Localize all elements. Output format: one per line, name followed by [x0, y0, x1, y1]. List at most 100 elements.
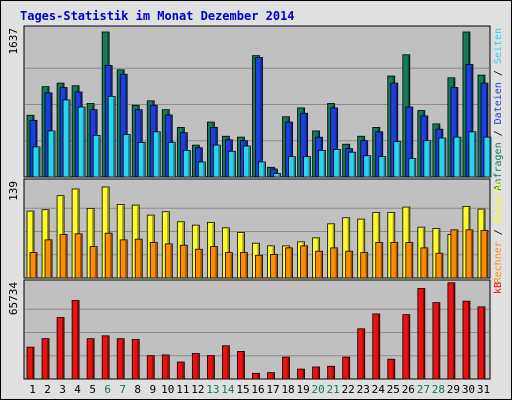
- bar-seiten-day-25: [393, 141, 402, 178]
- bar-rechner-day-31: [480, 230, 489, 279]
- bar-kb-day-29: [447, 282, 456, 380]
- bar-seiten-day-26: [408, 157, 417, 178]
- bar-rechner-day-22: [345, 250, 354, 279]
- bar-seiten-day-12: [197, 161, 206, 178]
- bar-rechner-day-20: [315, 250, 324, 279]
- legend-item: kB: [493, 282, 504, 294]
- day-label: 1: [29, 383, 36, 396]
- bar-seiten-day-16: [258, 161, 266, 178]
- bar-kb-day-22: [342, 356, 351, 380]
- bar-seiten-day-17: [273, 173, 281, 178]
- bar-kb-day-30: [462, 300, 471, 380]
- bar-kb-day-5: [86, 338, 95, 380]
- bar-rechner-day-11: [179, 244, 188, 279]
- bar-kb-day-27: [417, 288, 426, 380]
- bar-kb-day-14: [222, 345, 230, 380]
- bar-seiten-day-4: [77, 106, 86, 178]
- bar-seiten-day-7: [122, 134, 131, 178]
- day-label: 10: [161, 383, 174, 396]
- day-label: 20: [312, 383, 325, 396]
- bar-kb-day-7: [116, 338, 125, 380]
- panel-upper: 1637 Anfragen / Dateien / Seiten: [7, 25, 504, 191]
- day-label: 30: [462, 383, 475, 396]
- bar-rechner-day-8: [134, 238, 143, 279]
- bar-kb-day-21: [327, 365, 336, 380]
- day-label: 24: [372, 383, 386, 396]
- bar-rechner-day-28: [435, 252, 444, 279]
- bar-kb-day-1: [26, 346, 35, 380]
- legend-item: /: [493, 223, 504, 241]
- bar-rechner-day-6: [104, 232, 113, 279]
- bar-rechner-day-16: [255, 254, 263, 279]
- bar-seiten-day-30: [468, 131, 477, 178]
- bar-rechner-day-25: [390, 242, 399, 279]
- day-label: 17: [266, 383, 279, 396]
- day-label: 16: [251, 383, 264, 396]
- day-label: 4: [74, 383, 81, 396]
- bar-rechner-day-26: [405, 242, 414, 279]
- bar-kb-day-11: [176, 361, 185, 380]
- legend-item: Dateien: [493, 82, 504, 124]
- bar-seiten-day-2: [47, 130, 56, 178]
- day-label: 22: [342, 383, 355, 396]
- svg-text:Anfragen / Dateien / Seiten: Anfragen / Dateien / Seiten: [493, 28, 504, 191]
- chart-title: Tages-Statistik im Monat Dezember 2014: [20, 9, 295, 23]
- bar-seiten-day-18: [288, 156, 296, 178]
- bar-seiten-day-9: [152, 131, 161, 178]
- legend-item: /: [493, 124, 504, 142]
- day-label: 18: [281, 383, 294, 396]
- legend-lower: kB: [493, 282, 504, 294]
- day-label: 29: [447, 383, 460, 396]
- bar-rechner-day-17: [270, 254, 278, 279]
- bar-rechner-day-30: [465, 229, 474, 279]
- bar-kb-day-28: [432, 302, 441, 380]
- bar-seiten-day-3: [62, 99, 71, 178]
- bar-seiten-day-20: [318, 150, 327, 178]
- bar-seiten-day-21: [333, 149, 342, 178]
- bar-kb-day-15: [237, 351, 245, 380]
- bar-seiten-day-14: [228, 150, 236, 178]
- y-max-label: 65734: [7, 282, 20, 315]
- day-label: 19: [296, 383, 309, 396]
- bar-kb-day-24: [372, 313, 381, 380]
- bar-kb-day-2: [41, 338, 50, 380]
- bar-kb-day-12: [191, 353, 200, 380]
- bar-seiten-day-19: [303, 156, 311, 178]
- bar-seiten-day-23: [363, 155, 372, 178]
- bar-rechner-day-5: [89, 246, 98, 279]
- bar-kb-day-31: [477, 306, 486, 380]
- legend-item: Anfragen: [493, 142, 504, 190]
- bar-rechner-day-10: [164, 243, 173, 279]
- svg-text:Rechner / Besuche: Rechner / Besuche: [493, 181, 504, 283]
- bar-rechner-day-14: [225, 252, 233, 279]
- bar-seiten-day-27: [423, 140, 432, 178]
- bar-seiten-day-24: [378, 156, 387, 178]
- bar-seiten-day-28: [438, 137, 447, 178]
- bar-rechner-day-9: [149, 242, 158, 279]
- bar-rechner-day-29: [450, 229, 459, 279]
- bar-rechner-day-13: [209, 246, 218, 279]
- bar-dateien-day-16: [255, 57, 263, 178]
- bar-rechner-day-1: [29, 252, 38, 279]
- day-label: 9: [149, 383, 156, 396]
- bar-kb-day-23: [357, 328, 366, 380]
- plot-area: [23, 279, 491, 380]
- bar-seiten-day-6: [107, 95, 116, 178]
- day-label: 6: [104, 383, 111, 396]
- day-label: 12: [191, 383, 204, 396]
- bar-kb-day-20: [312, 366, 321, 380]
- bar-kb-day-26: [402, 314, 411, 380]
- bar-seiten-day-11: [182, 150, 191, 178]
- bar-seiten-day-10: [167, 142, 176, 178]
- bar-seiten-day-1: [32, 146, 41, 178]
- y-max-label: 139: [7, 181, 20, 201]
- legend-middle: Rechner / Besuche: [493, 181, 504, 283]
- bar-kb-day-4: [71, 300, 80, 380]
- bar-rechner-day-15: [240, 252, 248, 279]
- day-label: 14: [221, 383, 235, 396]
- bar-rechner-day-4: [74, 233, 83, 279]
- bar-seiten-day-31: [483, 136, 492, 178]
- bar-rechner-day-19: [300, 245, 308, 279]
- bar-seiten-day-13: [212, 144, 221, 178]
